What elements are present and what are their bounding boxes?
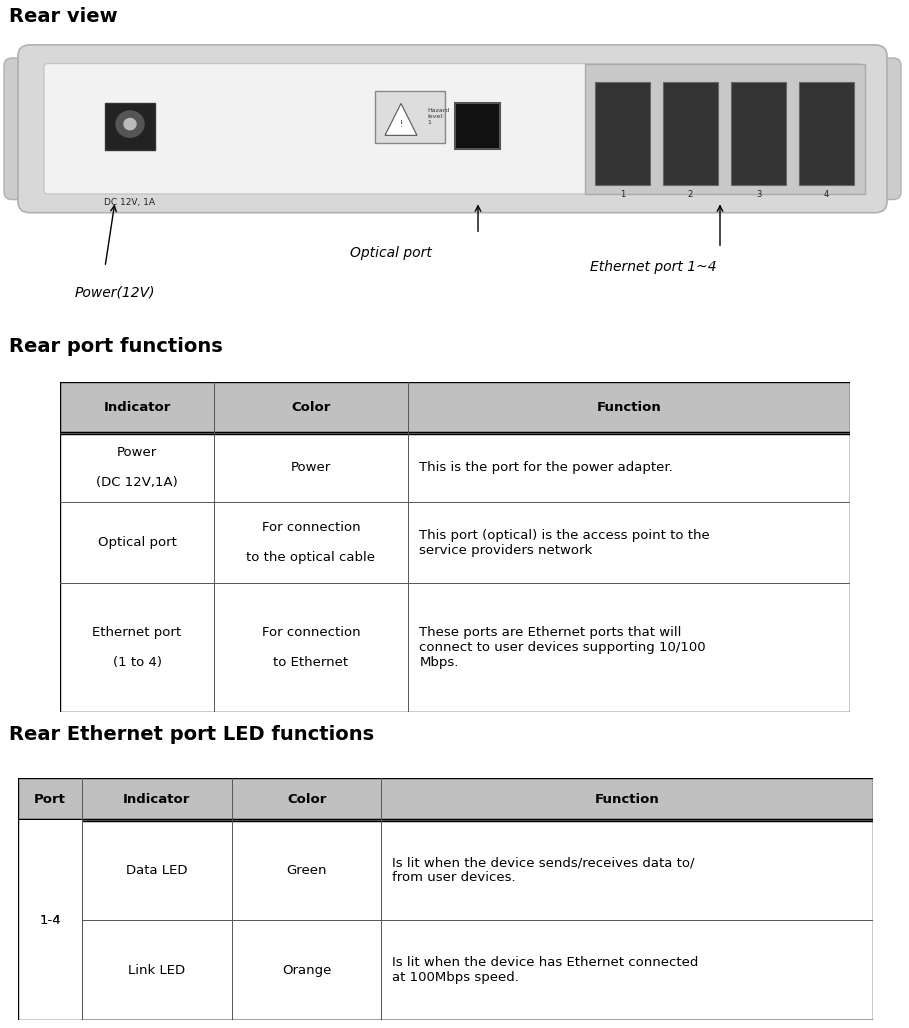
Bar xyxy=(382,778,873,820)
Text: Indicator: Indicator xyxy=(104,401,171,414)
Bar xyxy=(663,82,718,185)
Bar xyxy=(82,920,232,1020)
Text: 1-4: 1-4 xyxy=(39,914,61,926)
Bar xyxy=(382,920,873,1020)
Text: Rear view: Rear view xyxy=(9,6,117,26)
Text: Function: Function xyxy=(594,793,660,806)
Bar xyxy=(60,382,214,433)
Text: Orange: Orange xyxy=(282,963,331,977)
Bar xyxy=(799,82,854,185)
Text: Link LED: Link LED xyxy=(128,963,185,977)
Text: Data LED: Data LED xyxy=(126,864,187,877)
FancyBboxPatch shape xyxy=(44,64,861,194)
Text: Port: Port xyxy=(35,793,66,806)
Bar xyxy=(375,91,445,143)
Text: For connection

to the optical cable: For connection to the optical cable xyxy=(246,521,375,564)
Bar xyxy=(585,64,865,194)
Text: This is the port for the power adapter.: This is the port for the power adapter. xyxy=(419,462,674,474)
Bar xyxy=(105,104,155,150)
Bar xyxy=(232,920,382,1020)
Text: 3: 3 xyxy=(755,190,761,199)
Bar xyxy=(382,820,873,920)
Text: Rear port functions: Rear port functions xyxy=(9,336,223,356)
Bar xyxy=(232,820,382,920)
Bar xyxy=(18,820,82,1020)
Text: Hazard
level:
1: Hazard level: 1 xyxy=(427,108,449,124)
Text: DC 12V, 1A: DC 12V, 1A xyxy=(105,197,155,207)
Text: Power(12V): Power(12V) xyxy=(75,286,155,300)
Bar xyxy=(232,778,382,820)
Bar xyxy=(214,433,407,503)
Bar xyxy=(407,583,850,712)
Text: Green: Green xyxy=(286,864,327,877)
Bar xyxy=(455,103,500,149)
Bar xyxy=(18,920,82,1020)
Text: For connection

to Ethernet: For connection to Ethernet xyxy=(262,626,360,669)
Text: Color: Color xyxy=(291,401,331,414)
Text: 4: 4 xyxy=(824,190,829,199)
Text: Ethernet port

(1 to 4): Ethernet port (1 to 4) xyxy=(93,626,182,669)
Text: Is lit when the device sends/receives data to/
from user devices.: Is lit when the device sends/receives da… xyxy=(392,856,694,884)
Circle shape xyxy=(116,111,144,137)
Text: Indicator: Indicator xyxy=(124,793,191,806)
Text: Rear Ethernet port LED functions: Rear Ethernet port LED functions xyxy=(9,726,375,744)
Text: Optical port: Optical port xyxy=(350,246,432,259)
Bar xyxy=(60,503,214,583)
Bar xyxy=(18,778,82,820)
Circle shape xyxy=(124,118,136,130)
Text: Power: Power xyxy=(291,462,331,474)
Text: 2: 2 xyxy=(688,190,694,199)
Text: Function: Function xyxy=(596,401,661,414)
Bar xyxy=(595,82,650,185)
Bar xyxy=(407,503,850,583)
Text: These ports are Ethernet ports that will
connect to user devices supporting 10/1: These ports are Ethernet ports that will… xyxy=(419,626,706,669)
Bar xyxy=(214,503,407,583)
Text: Is lit when the device has Ethernet connected
at 100Mbps speed.: Is lit when the device has Ethernet conn… xyxy=(392,956,698,984)
Bar xyxy=(407,433,850,503)
FancyBboxPatch shape xyxy=(857,58,901,199)
Text: Ethernet port 1~4: Ethernet port 1~4 xyxy=(590,259,716,273)
Bar xyxy=(82,820,232,920)
Text: Power

(DC 12V,1A): Power (DC 12V,1A) xyxy=(96,446,178,489)
FancyBboxPatch shape xyxy=(18,45,887,213)
Text: This port (optical) is the access point to the
service providers network: This port (optical) is the access point … xyxy=(419,528,710,557)
Bar xyxy=(60,433,214,503)
Text: Optical port: Optical port xyxy=(97,537,176,549)
Bar xyxy=(731,82,786,185)
Bar xyxy=(18,920,82,1020)
Text: Color: Color xyxy=(287,793,326,806)
Text: !: ! xyxy=(399,119,403,128)
Text: 1-4: 1-4 xyxy=(39,914,61,926)
Bar xyxy=(60,583,214,712)
Bar xyxy=(214,583,407,712)
Polygon shape xyxy=(385,104,417,136)
Bar xyxy=(407,382,850,433)
Bar xyxy=(82,778,232,820)
Bar xyxy=(18,820,82,920)
FancyBboxPatch shape xyxy=(4,58,48,199)
Text: 1: 1 xyxy=(620,190,625,199)
Bar xyxy=(214,382,407,433)
